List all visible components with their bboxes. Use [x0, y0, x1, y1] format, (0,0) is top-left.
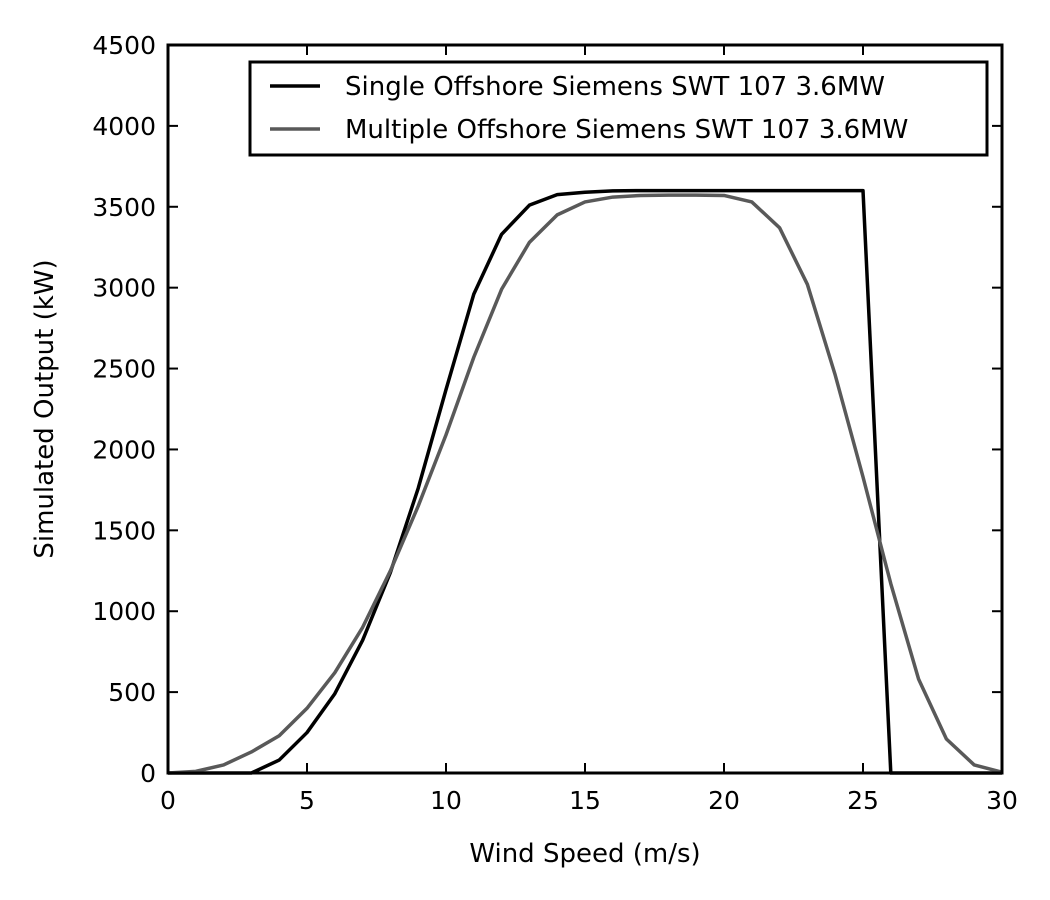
x-tick-label: 15 — [569, 786, 601, 815]
x-tick-label: 30 — [986, 786, 1018, 815]
y-tick-label: 0 — [140, 759, 156, 788]
y-tick-label: 3000 — [92, 274, 156, 303]
series-line-1 — [167, 193, 1003, 775]
y-tick-label: 1500 — [92, 516, 156, 545]
x-tick-label: 25 — [847, 786, 879, 815]
x-tick-label: 20 — [708, 786, 740, 815]
tick-labels-layer: 0 5 10 15 20 25 30 0 500 1000 1500 2000 2500 3000 3500… — [92, 31, 1018, 815]
y-tick-label: 4000 — [92, 112, 156, 141]
y-tick-label: 1000 — [92, 597, 156, 626]
legend-label-multiple: Multiple Offshore Siemens SWT 107 3.6MW — [345, 115, 908, 145]
y-tick-label: 2500 — [92, 355, 156, 384]
y-tick-label: 500 — [108, 678, 156, 707]
ticks-layer — [167, 44, 1003, 774]
series-layer — [167, 188, 1003, 775]
x-tick-label: 5 — [299, 786, 315, 815]
legend-label-single: Single Offshore Siemens SWT 107 3.6MW — [345, 72, 885, 102]
y-tick-label: 3500 — [92, 193, 156, 222]
legend: Single Offshore Siemens SWT 107 3.6MW Mu… — [248, 60, 989, 157]
x-tick-label: 0 — [160, 786, 176, 815]
x-axis-label: Wind Speed (m/s) — [469, 839, 700, 869]
y-tick-label: 4500 — [92, 31, 156, 60]
y-axis-label: Simulated Output (kW) — [30, 259, 60, 558]
x-tick-label: 10 — [430, 786, 462, 815]
legend-box — [248, 60, 989, 157]
y-tick-label: 2000 — [92, 435, 156, 464]
series-line-0 — [168, 188, 1002, 775]
